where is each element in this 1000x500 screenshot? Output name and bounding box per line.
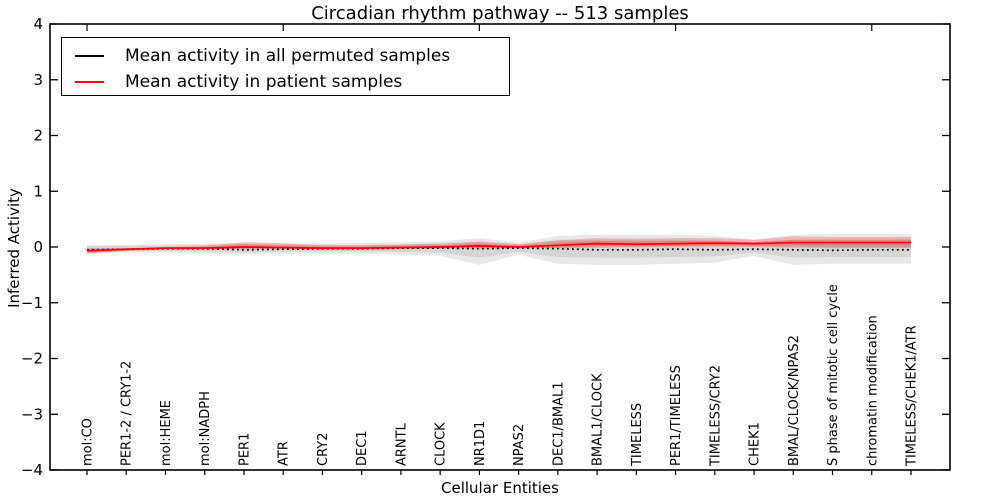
legend-label-patient: Mean activity in patient samples [125, 72, 403, 92]
x-category-label: mol:CO [81, 418, 96, 466]
x-axis-label: Cellular Entities [441, 479, 559, 497]
x-category-label: CRY2 [316, 433, 331, 467]
band-patient-sample-range-outer [87, 236, 911, 254]
x-category-label: mol:HEME [159, 400, 174, 466]
y-tick-label: 2 [33, 127, 43, 145]
legend-item-patient: Mean activity in patient samples [75, 69, 509, 95]
x-category-label: PER1 [237, 433, 252, 466]
legend: Mean activity in all permuted samples Me… [61, 37, 510, 96]
x-category-label: ARNTL [394, 422, 409, 466]
x-category-label: mol:NADPH [198, 391, 213, 466]
legend-item-permuted: Mean activity in all permuted samples [75, 43, 509, 69]
x-category-label: NR1D1 [473, 421, 488, 466]
x-category-label: PER1/TIMELESS [669, 365, 684, 466]
y-tick-label: −1 [21, 294, 43, 312]
y-tick-label: 4 [33, 15, 43, 33]
x-category-label: CHEK1 [748, 422, 763, 466]
series-line-permuted-mean [86, 247, 911, 252]
x-category-label: PER1-2 / CRY1-2 [120, 361, 135, 466]
x-category-label: TIMELESS/CRY2 [708, 365, 723, 467]
series-line-patient-mean [86, 241, 911, 252]
legend-line-sample-patient [75, 81, 104, 83]
y-tick-label: 1 [33, 182, 43, 200]
y-tick-label: −2 [21, 350, 43, 368]
x-category-label: BMAL/CLOCK/NPAS2 [787, 335, 802, 466]
x-category-label: BMAL1/CLOCK [591, 373, 606, 466]
x-category-label: CLOCK [434, 422, 449, 466]
legend-line-sample-permuted [75, 55, 104, 57]
x-category-label: TIMELESS [630, 403, 645, 467]
x-category-label: DEC1 [355, 430, 370, 466]
legend-label-permuted: Mean activity in all permuted samples [125, 46, 451, 66]
x-category-label: DEC1/BMAL1 [551, 382, 566, 467]
y-tick-label: 0 [33, 238, 43, 256]
x-category-label: S phase of mitotic cell cycle [826, 284, 841, 466]
y-tick-label: −4 [21, 461, 43, 479]
x-category-label: NPAS2 [512, 424, 527, 466]
chart-title: Circadian rhythm pathway -- 513 samples [311, 3, 689, 24]
band-permuted-sample-range-outer [87, 234, 911, 265]
x-category-label: chromatin modification [865, 315, 880, 466]
x-category-label: ATR [277, 441, 292, 466]
y-tick-label: −3 [21, 405, 43, 423]
x-category-label: TIMELESS/CHEK1/ATR [905, 325, 920, 467]
y-tick-label: 3 [33, 71, 43, 89]
